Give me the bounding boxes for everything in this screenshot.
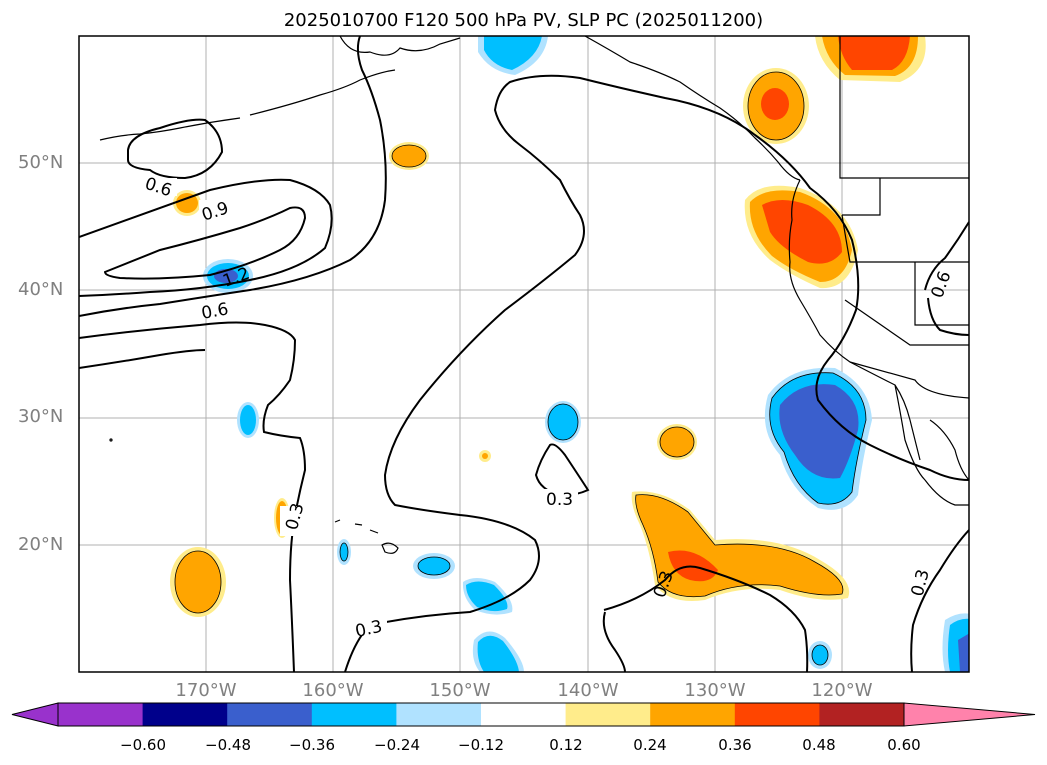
colorbar-segment <box>58 703 143 726</box>
lat-label: 20°N <box>18 534 64 555</box>
colorbar-segment <box>227 703 313 726</box>
lon-label: 120°W <box>811 680 873 701</box>
pv-positive-anomalies <box>170 36 926 617</box>
contour-label: 0.6 <box>200 299 230 323</box>
colorbar-tick: −0.48 <box>205 736 251 754</box>
contour-labels: 0.6 0.9 1.2 0.6 0.3 0.3 0.3 0.3 0.3 0.6 <box>142 174 955 642</box>
lon-label: 160°W <box>302 680 364 701</box>
colorbar-segment <box>396 703 482 726</box>
lon-label: 140°W <box>557 680 619 701</box>
lat-label: 30°N <box>18 406 64 427</box>
lon-label: 130°W <box>684 680 746 701</box>
lat-label: 50°N <box>18 152 64 173</box>
colorbar-segment <box>481 703 566 726</box>
colorbar-tick: −0.36 <box>289 736 335 754</box>
lon-label: 170°W <box>175 680 237 701</box>
colorbar-tick: 0.48 <box>802 736 836 754</box>
colorbar-tick: 0.24 <box>633 736 667 754</box>
colorbar-segment <box>819 703 905 726</box>
map-frame <box>78 35 970 673</box>
colorbar-tick: −0.12 <box>458 736 504 754</box>
colorbar-tick: 0.12 <box>549 736 583 754</box>
colorbar-tick: 0.36 <box>718 736 752 754</box>
coastlines <box>99 36 969 506</box>
colorbar-segment <box>650 703 736 726</box>
lat-label: 40°N <box>18 279 64 300</box>
hawaii-islands <box>109 438 399 554</box>
colorbar-outline <box>57 702 905 727</box>
colorbar <box>11 702 1036 727</box>
map-title: 2025010700 F120 500 hPa PV, SLP PC (2025… <box>283 10 764 31</box>
colorbar-segment <box>311 703 397 726</box>
colorbar-tick: −0.24 <box>374 736 420 754</box>
colorbar-tick: 0.60 <box>887 736 921 754</box>
colorbar-extend-max <box>903 702 1036 727</box>
lon-label: 150°W <box>429 680 491 701</box>
contour-label: 0.3 <box>546 490 573 510</box>
pv-outlines <box>174 71 867 666</box>
colorbar-extend-min <box>11 702 59 727</box>
colorbar-segment <box>565 703 651 726</box>
colorbar-segment <box>734 703 820 726</box>
pv-negative-anomalies <box>203 36 969 672</box>
colorbar-tick: −0.60 <box>120 736 166 754</box>
colorbar-segment <box>142 703 228 726</box>
